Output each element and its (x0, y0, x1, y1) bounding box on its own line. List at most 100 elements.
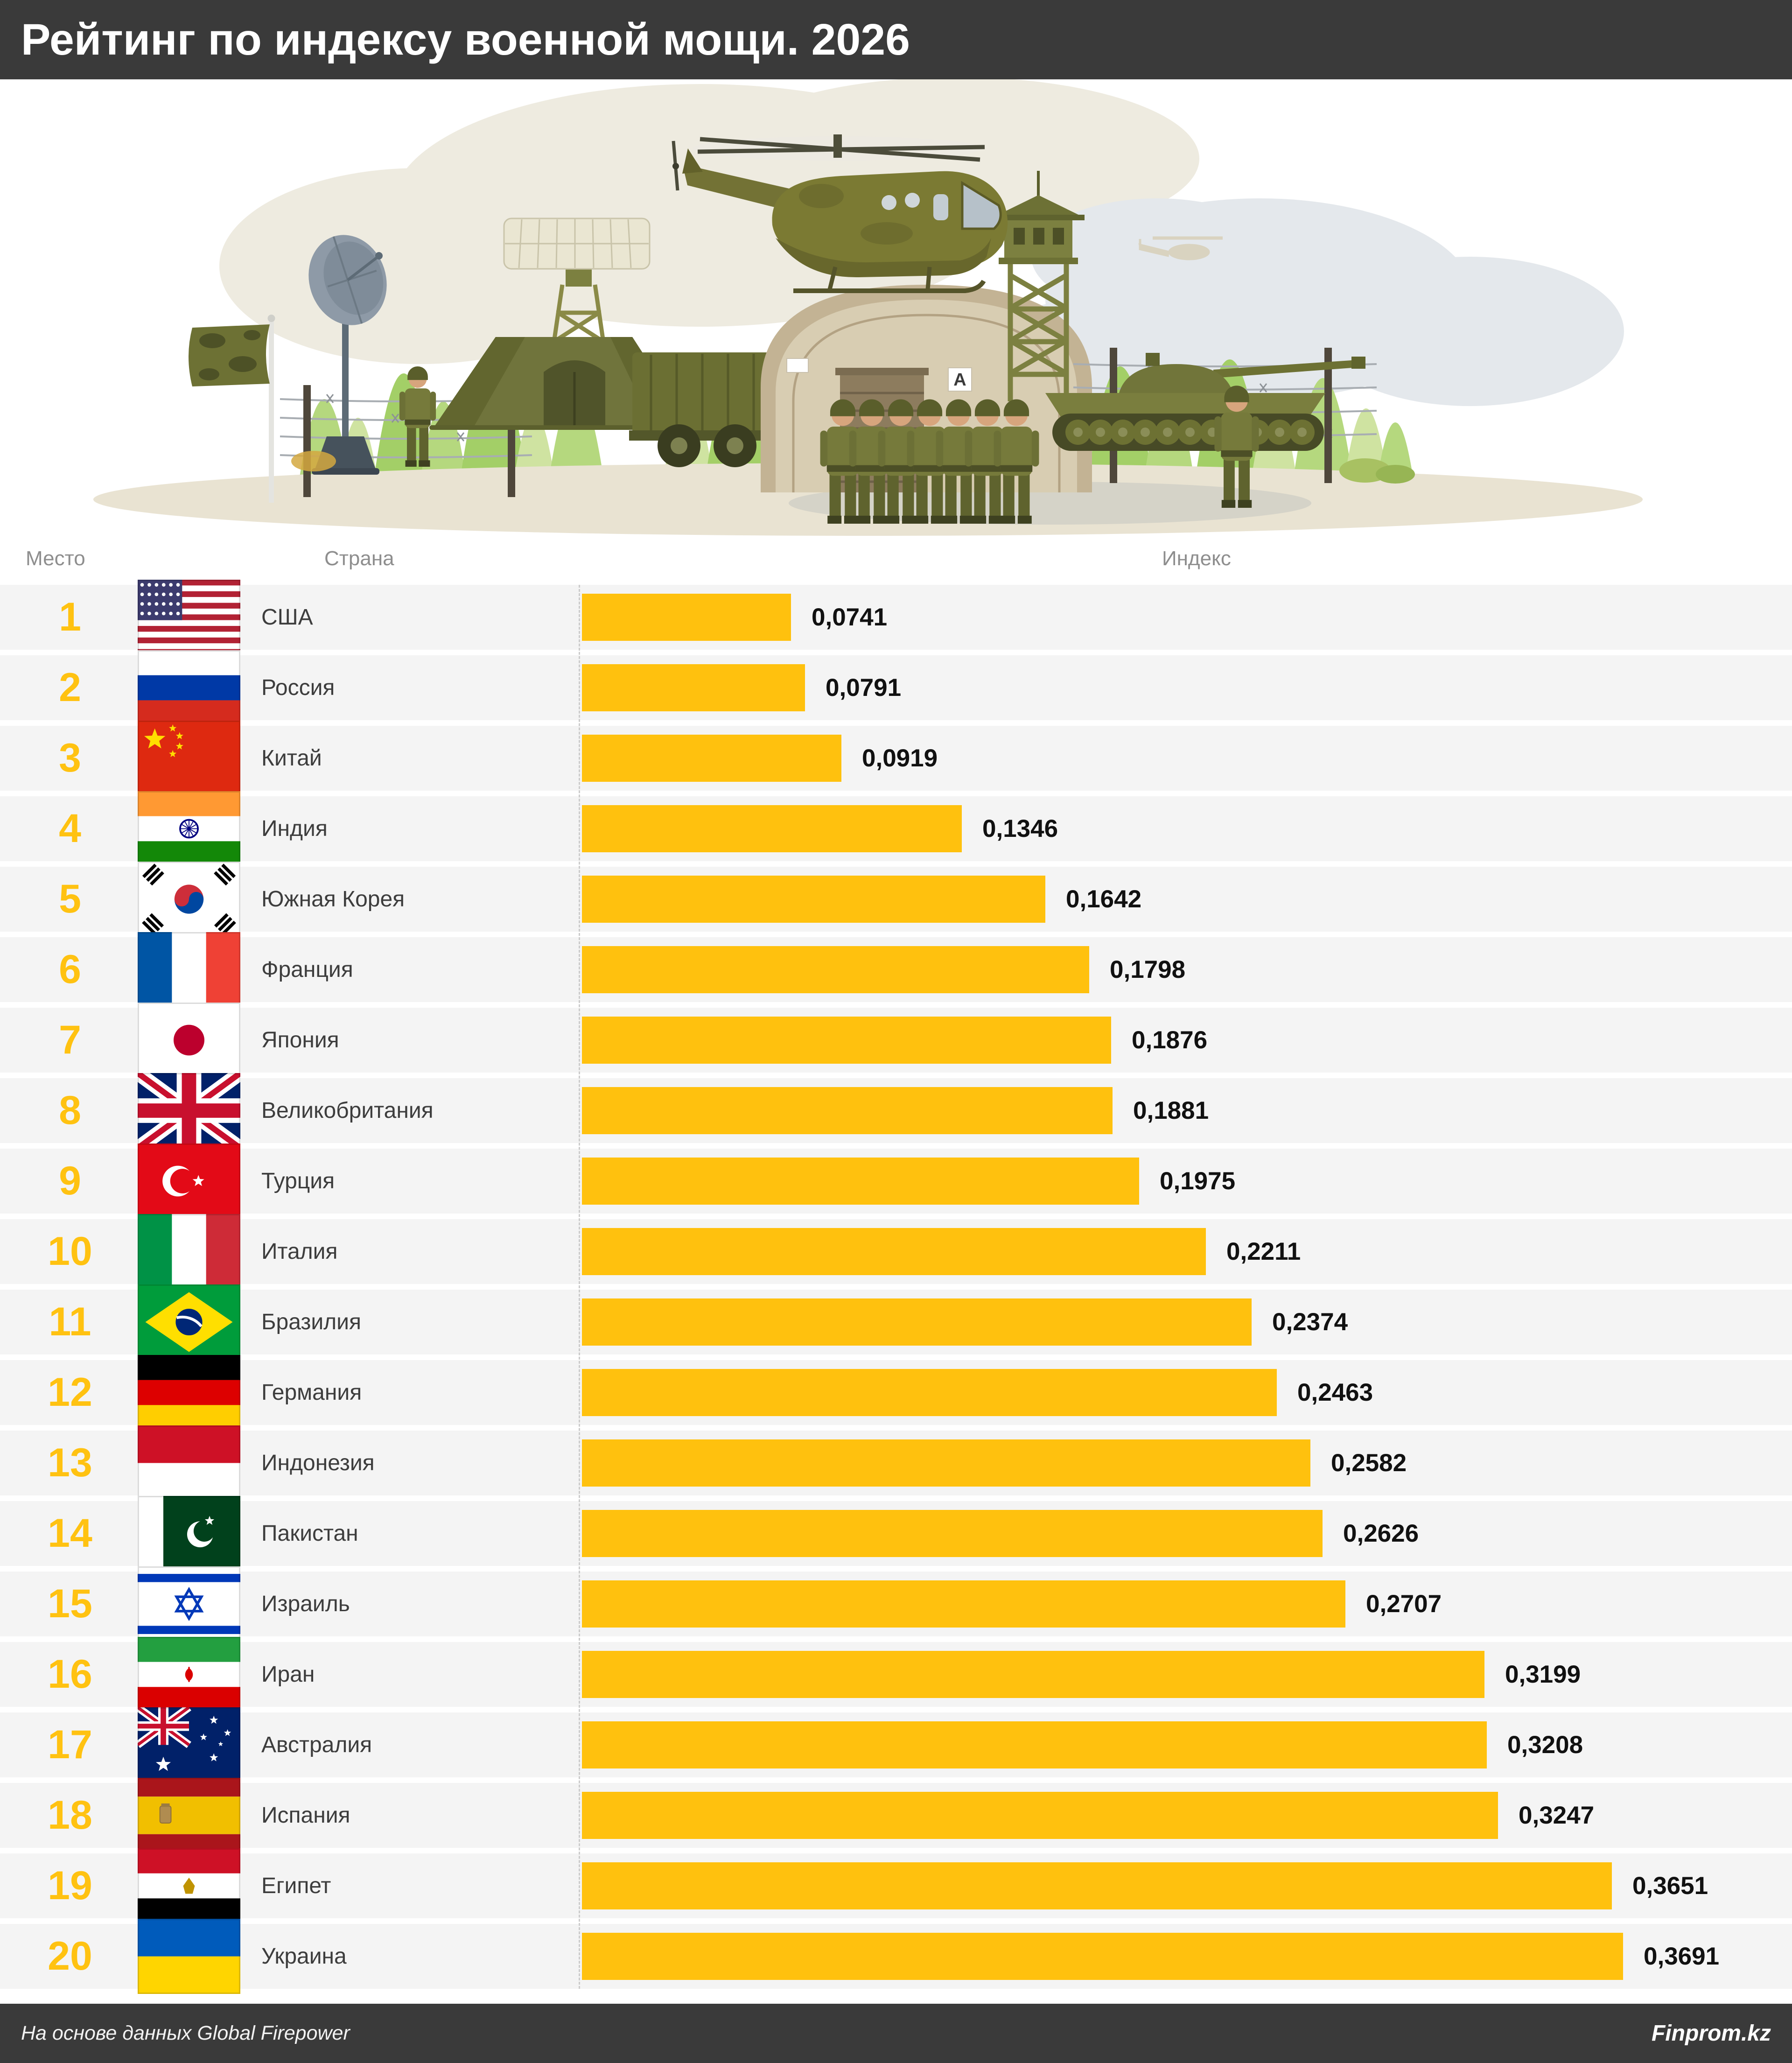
flag-aus-icon (138, 1707, 240, 1782)
flag-esp-icon (138, 1778, 240, 1853)
column-headers: Место Страна Индекс (0, 538, 1792, 580)
rank-number: 3 (59, 736, 81, 780)
country-label: Великобритания (261, 1098, 434, 1123)
bar-baseline (579, 585, 580, 1989)
country-label: Украина (261, 1944, 347, 1969)
rank-number: 17 (48, 1722, 92, 1767)
country-label: Турция (261, 1169, 335, 1193)
index-bar (582, 1651, 1484, 1698)
index-value: 0,0791 (826, 674, 902, 702)
flag-jpn-icon (138, 1003, 240, 1078)
brand-logo-text: Finprom.kz (1651, 2021, 1771, 2046)
ranking-table: 1 США 0,0741 2 Россия 0,0791 3 Китай 0,0919 4 Инди… (0, 580, 1792, 1994)
flag-chn-icon (138, 721, 240, 796)
flag-idn-icon (138, 1425, 240, 1501)
index-bar (582, 1580, 1345, 1628)
table-row: 1 США 0,0741 (0, 580, 1792, 655)
country-label: Китай (261, 746, 322, 771)
index-value: 0,1881 (1133, 1097, 1209, 1124)
row-band (0, 585, 1792, 650)
rank-number: 11 (49, 1299, 91, 1344)
index-value: 0,3247 (1519, 1802, 1595, 1829)
table-row: 12 Германия 0,2463 (0, 1355, 1792, 1431)
military-tent (429, 337, 695, 430)
country-label: Иран (261, 1662, 315, 1687)
rank-number: 2 (59, 665, 81, 710)
index-bar (582, 1862, 1612, 1909)
flag-kor-icon (138, 862, 240, 937)
table-row: 10 Италия 0,2211 (0, 1214, 1792, 1290)
index-value: 0,1876 (1132, 1026, 1208, 1054)
rank-number: 7 (59, 1017, 81, 1062)
title-bar: Рейтинг по индексу военной мощи. 2026 (0, 0, 1792, 79)
index-bar (582, 946, 1089, 993)
rank-number: 4 (59, 806, 81, 851)
row-band (0, 655, 1792, 720)
index-bar (582, 1298, 1252, 1346)
rank-number: 1 (59, 595, 81, 639)
country-label: Германия (261, 1380, 362, 1405)
country-label: Индонезия (261, 1451, 375, 1475)
military-base-illustration: A (93, 79, 1643, 536)
rank-number: 9 (59, 1158, 81, 1203)
rank-number: 19 (48, 1863, 92, 1908)
table-row: 16 Иран 0,3199 (0, 1637, 1792, 1712)
country-label: Австралия (261, 1733, 372, 1757)
index-bar (582, 1439, 1310, 1487)
rank-number: 6 (59, 947, 81, 992)
rank-number: 14 (48, 1511, 92, 1556)
flag-fra-icon (138, 932, 240, 1007)
flag-pak-icon (138, 1496, 240, 1571)
country-label: Бразилия (261, 1310, 361, 1334)
row-band (0, 726, 1792, 791)
flag-isr-icon (138, 1566, 240, 1642)
rank-number: 13 (48, 1440, 92, 1485)
rank-number: 10 (48, 1229, 92, 1274)
bushes (291, 451, 1415, 484)
table-row: 5 Южная Корея 0,1642 (0, 862, 1792, 937)
table-row: 4 Индия 0,1346 (0, 791, 1792, 867)
index-bar (582, 594, 791, 641)
rank-number: 8 (59, 1088, 81, 1133)
index-value: 0,3691 (1644, 1943, 1720, 1970)
table-row: 7 Япония 0,1876 (0, 1003, 1792, 1078)
index-value: 0,3199 (1505, 1661, 1581, 1688)
index-bar (582, 876, 1045, 923)
rank-number: 16 (48, 1652, 92, 1697)
index-bar (582, 1017, 1111, 1064)
table-row: 11 Бразилия 0,2374 (0, 1284, 1792, 1360)
country-label: Индия (261, 816, 328, 841)
country-label: Египет (261, 1874, 331, 1898)
table-row: 18 Испания 0,3247 (0, 1778, 1792, 1853)
header-country: Страна (324, 547, 394, 570)
country-label: Россия (261, 675, 335, 700)
table-row: 2 Россия 0,0791 (0, 650, 1792, 726)
flag-bra-icon (138, 1284, 240, 1360)
index-bar (582, 1721, 1487, 1768)
index-bar (582, 1369, 1277, 1416)
index-bar (582, 805, 962, 852)
helicopter (672, 134, 1008, 293)
index-value: 0,2211 (1226, 1238, 1301, 1265)
hangar-sign-letter: A (953, 370, 966, 390)
index-bar (582, 1510, 1323, 1557)
flag-rus-icon (138, 650, 240, 725)
header-rank: Место (26, 547, 85, 570)
table-row: 13 Индонезия 0,2582 (0, 1425, 1792, 1501)
index-value: 0,2374 (1272, 1308, 1348, 1336)
flag-ger-icon (138, 1355, 240, 1430)
table-row: 15 Израиль 0,2707 (0, 1566, 1792, 1642)
index-value: 0,1346 (982, 815, 1058, 842)
index-value: 0,0741 (812, 603, 888, 631)
index-bar (582, 1087, 1113, 1134)
table-row: 9 Турция 0,1975 (0, 1144, 1792, 1219)
index-value: 0,3651 (1632, 1872, 1708, 1900)
country-label: Испания (261, 1803, 350, 1828)
table-row: 8 Великобритания 0,1881 (0, 1073, 1792, 1149)
page-title: Рейтинг по индексу военной мощи. 2026 (21, 15, 910, 64)
index-value: 0,1642 (1066, 885, 1142, 913)
country-label: Пакистан (261, 1521, 358, 1546)
data-source-note: На основе данных Global Firepower (21, 2022, 350, 2044)
index-value: 0,2707 (1366, 1590, 1442, 1618)
country-label: Япония (261, 1028, 339, 1053)
